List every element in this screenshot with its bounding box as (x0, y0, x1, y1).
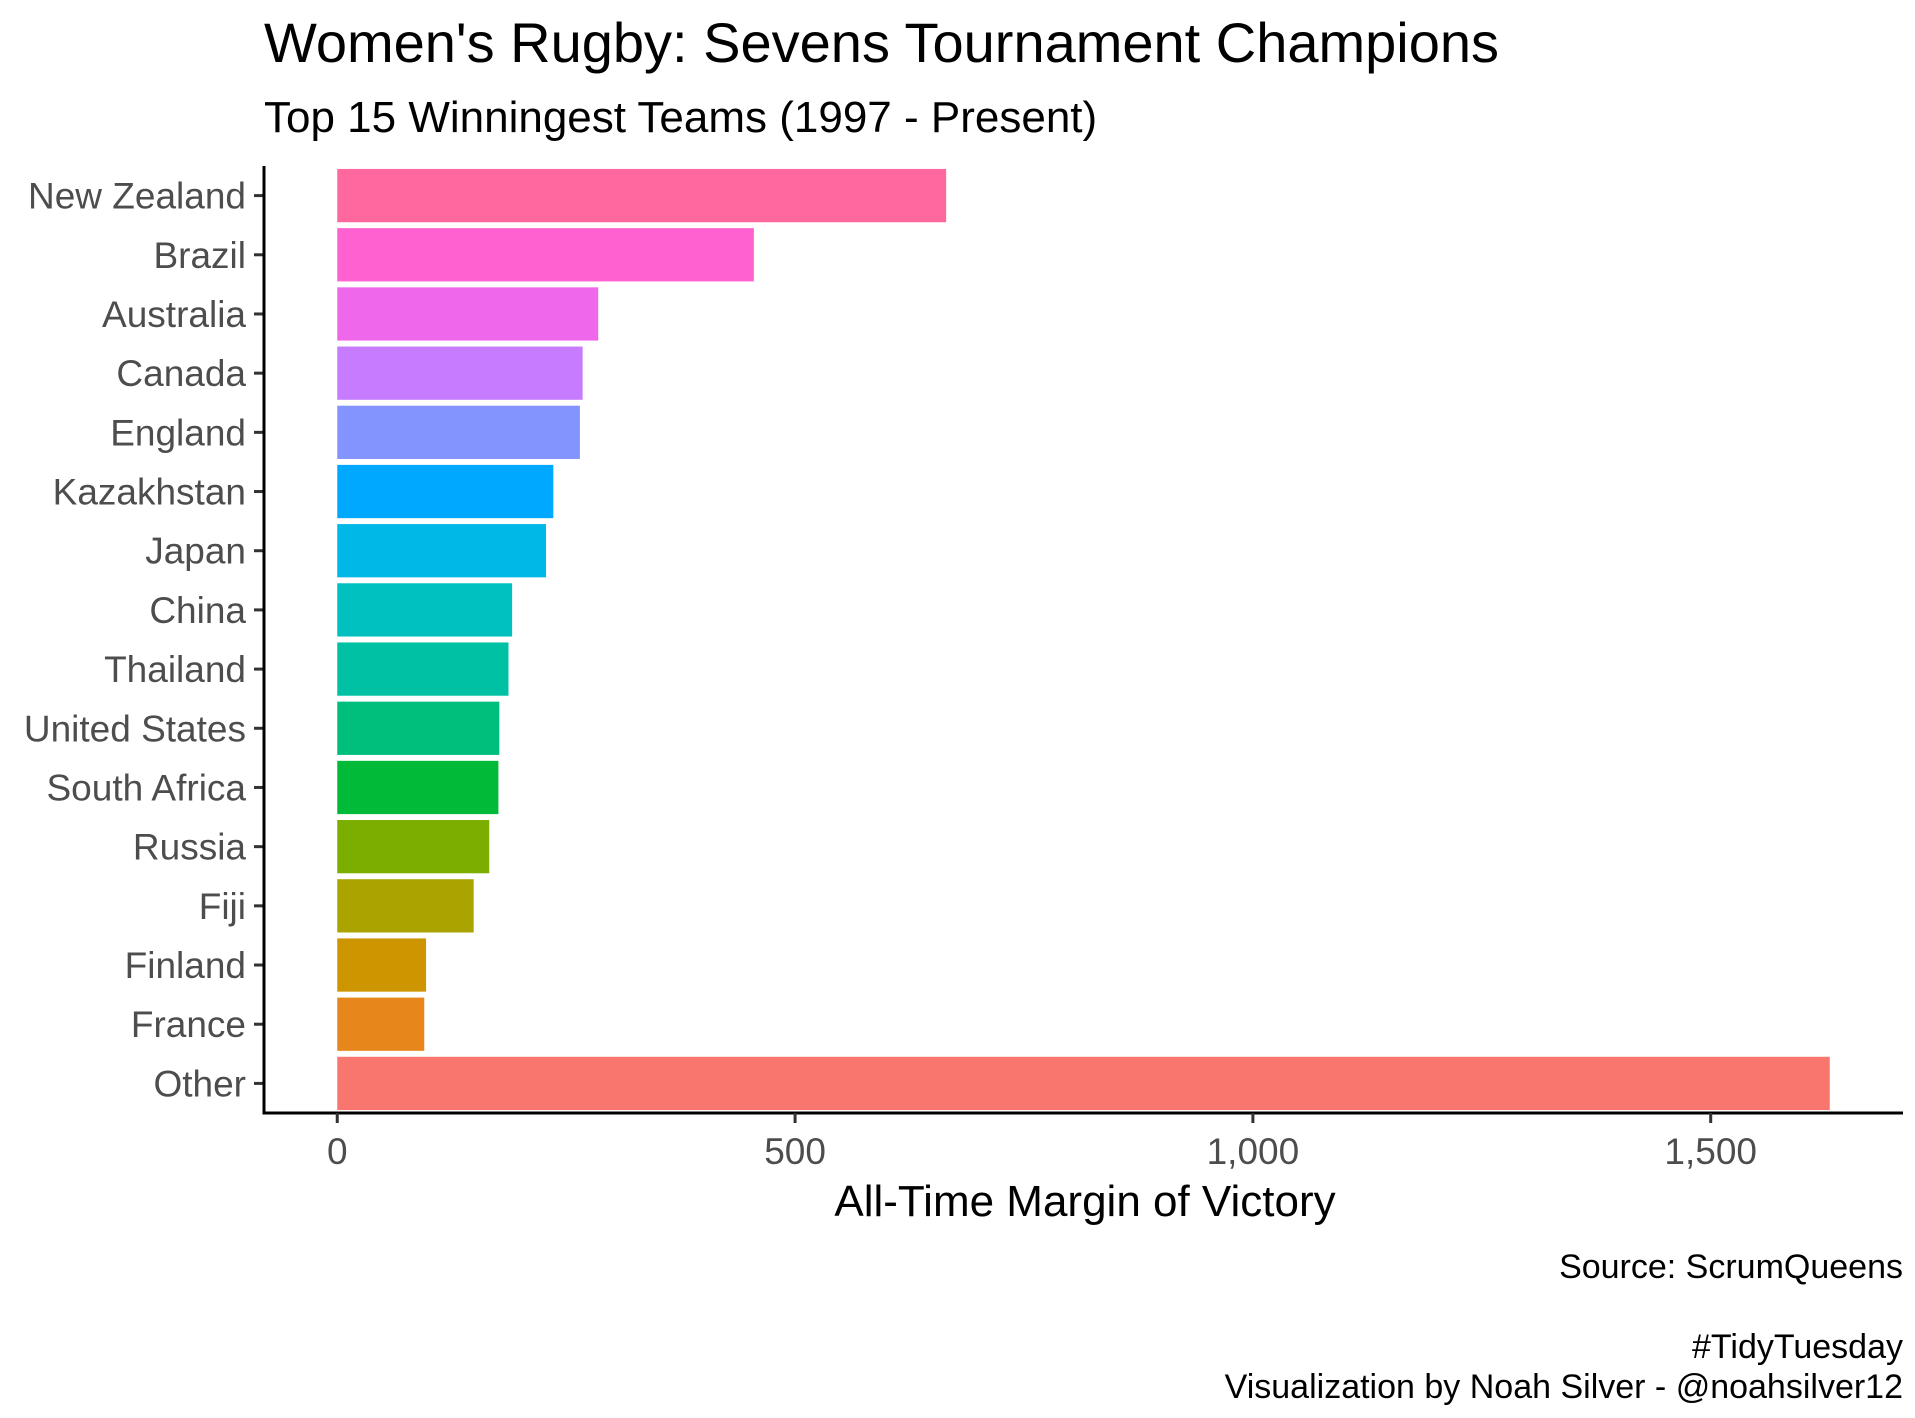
y-tick-label: Canada (116, 353, 246, 394)
bar (337, 879, 474, 933)
bar (337, 642, 509, 696)
y-tick-label: Fiji (199, 886, 246, 927)
y-tick-label: Thailand (104, 649, 246, 690)
y-axis: New Zealand Brazil Australia Canada England K… (24, 166, 266, 1115)
bar (337, 405, 580, 459)
caption-line: Source: ScrumQueens (1559, 1248, 1903, 1286)
y-tick-label: Brazil (153, 235, 246, 276)
y-tick-label: Japan (145, 531, 246, 572)
y-tick-label: China (149, 590, 246, 631)
x-axis-title: All-Time Margin of Victory (834, 1177, 1335, 1226)
caption-line: Visualization by Noah Silver - @noahsilv… (1225, 1368, 1903, 1406)
bar (337, 464, 554, 519)
y-tick-label: New Zealand (28, 176, 246, 217)
chart-title: Women's Rugby: Sevens Tournament Champio… (264, 11, 1499, 74)
y-tick-label: Finland (125, 945, 246, 986)
x-tick-label: 1,500 (1664, 1131, 1757, 1172)
chart-subtitle: Top 15 Winningest Teams (1997 - Present) (264, 93, 1097, 142)
bar (337, 583, 513, 637)
bar (337, 287, 599, 341)
bar (337, 820, 490, 874)
y-tick-label: Kazakhstan (53, 472, 246, 513)
bar (337, 1056, 1830, 1111)
y-tick-label: England (110, 412, 246, 453)
y-tick-label: South Africa (46, 767, 246, 808)
bar (337, 168, 947, 223)
y-tick-label: Other (153, 1063, 246, 1104)
x-tick-label: 500 (764, 1131, 826, 1172)
x-axis: 0 500 1,000 1,500 (262, 1111, 1903, 1172)
caption: Source: ScrumQueens #TidyTuesdayVisualiza… (1225, 1248, 1903, 1406)
bar (337, 760, 499, 815)
bar (337, 997, 425, 1051)
x-tick-label: 1,000 (1207, 1131, 1300, 1172)
x-tick-label: 0 (327, 1131, 348, 1172)
bars-group (337, 168, 1830, 1111)
y-tick-label: United States (24, 708, 246, 749)
y-tick-label: France (131, 1004, 246, 1045)
bar (337, 524, 547, 578)
caption-line: #TidyTuesday (1692, 1328, 1903, 1366)
y-tick-label: Russia (133, 827, 247, 868)
bar (337, 346, 583, 400)
bar (337, 228, 754, 282)
bar (337, 701, 500, 755)
y-tick-label: Australia (102, 294, 246, 335)
bar (337, 938, 427, 992)
